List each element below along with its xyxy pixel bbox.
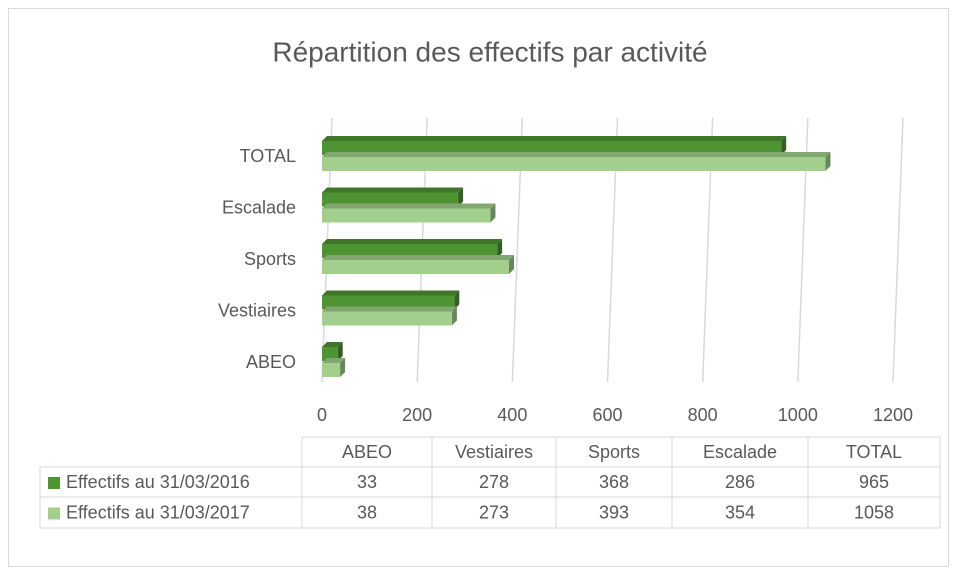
bar-side bbox=[509, 255, 515, 274]
bar-side bbox=[454, 290, 460, 310]
bar-side bbox=[337, 342, 343, 361]
bar bbox=[322, 208, 491, 223]
table-cell bbox=[807, 496, 941, 529]
table-value: 1058 bbox=[854, 502, 894, 522]
table-value: 393 bbox=[599, 502, 629, 522]
bar-top bbox=[322, 187, 464, 193]
table-header: TOTAL bbox=[846, 442, 902, 462]
bar bbox=[322, 311, 452, 326]
bar-top bbox=[322, 152, 831, 157]
y-tick-label: Sports bbox=[244, 249, 296, 269]
bar-side bbox=[458, 187, 464, 207]
table-header: Escalade bbox=[703, 442, 777, 462]
bar-side bbox=[825, 152, 831, 171]
y-tick-label: Escalade bbox=[222, 197, 296, 217]
grid-line bbox=[892, 117, 904, 383]
bar bbox=[322, 363, 341, 377]
bar-top bbox=[322, 290, 460, 296]
table-value: 38 bbox=[357, 502, 377, 522]
table-value: 278 bbox=[479, 472, 509, 492]
bar-top bbox=[322, 342, 343, 347]
y-tick-label: ABEO bbox=[246, 352, 296, 372]
table-header: Vestiaires bbox=[455, 442, 533, 462]
bar bbox=[322, 347, 338, 361]
bar-side bbox=[340, 358, 346, 377]
chart-title: Répartition des effectifs par activité bbox=[272, 36, 707, 67]
bar-top bbox=[322, 358, 346, 363]
bar-side bbox=[497, 239, 503, 258]
bar-top bbox=[322, 255, 515, 260]
legend-swatch bbox=[48, 507, 60, 520]
bar bbox=[322, 244, 498, 258]
y-tick-label: Vestiaires bbox=[218, 300, 296, 320]
x-tick-label: 400 bbox=[497, 405, 527, 425]
x-tick-label: 600 bbox=[592, 405, 622, 425]
table-value: 368 bbox=[599, 472, 629, 492]
bar bbox=[322, 192, 459, 207]
table-value: 286 bbox=[725, 472, 755, 492]
bar-top bbox=[322, 306, 457, 312]
table-value: 354 bbox=[725, 502, 755, 522]
bar bbox=[322, 295, 455, 310]
bar-top bbox=[322, 203, 496, 209]
bar bbox=[322, 260, 510, 274]
y-tick-label: TOTAL bbox=[240, 146, 296, 166]
x-tick-label: 0 bbox=[317, 405, 327, 425]
legend-label: Effectifs au 31/03/2017 bbox=[66, 502, 250, 522]
bar-side bbox=[451, 306, 457, 326]
bar-side bbox=[781, 136, 787, 155]
x-tick-label: 800 bbox=[688, 405, 718, 425]
chart-border bbox=[8, 8, 949, 567]
bar-top bbox=[322, 136, 787, 141]
bar bbox=[322, 141, 782, 155]
table-value: 33 bbox=[357, 472, 377, 492]
legend-swatch bbox=[48, 477, 60, 489]
legend-label: Effectifs au 31/03/2016 bbox=[66, 472, 250, 492]
table-header: Sports bbox=[588, 442, 640, 462]
table-value: 273 bbox=[479, 502, 509, 522]
table-header: ABEO bbox=[342, 442, 392, 462]
x-tick-label: 1000 bbox=[778, 405, 818, 425]
bar-top bbox=[322, 239, 503, 244]
x-tick-label: 1200 bbox=[873, 405, 913, 425]
table-value: 965 bbox=[859, 472, 889, 492]
x-tick-label: 200 bbox=[402, 405, 432, 425]
bar bbox=[322, 157, 826, 171]
bar-side bbox=[490, 203, 496, 223]
